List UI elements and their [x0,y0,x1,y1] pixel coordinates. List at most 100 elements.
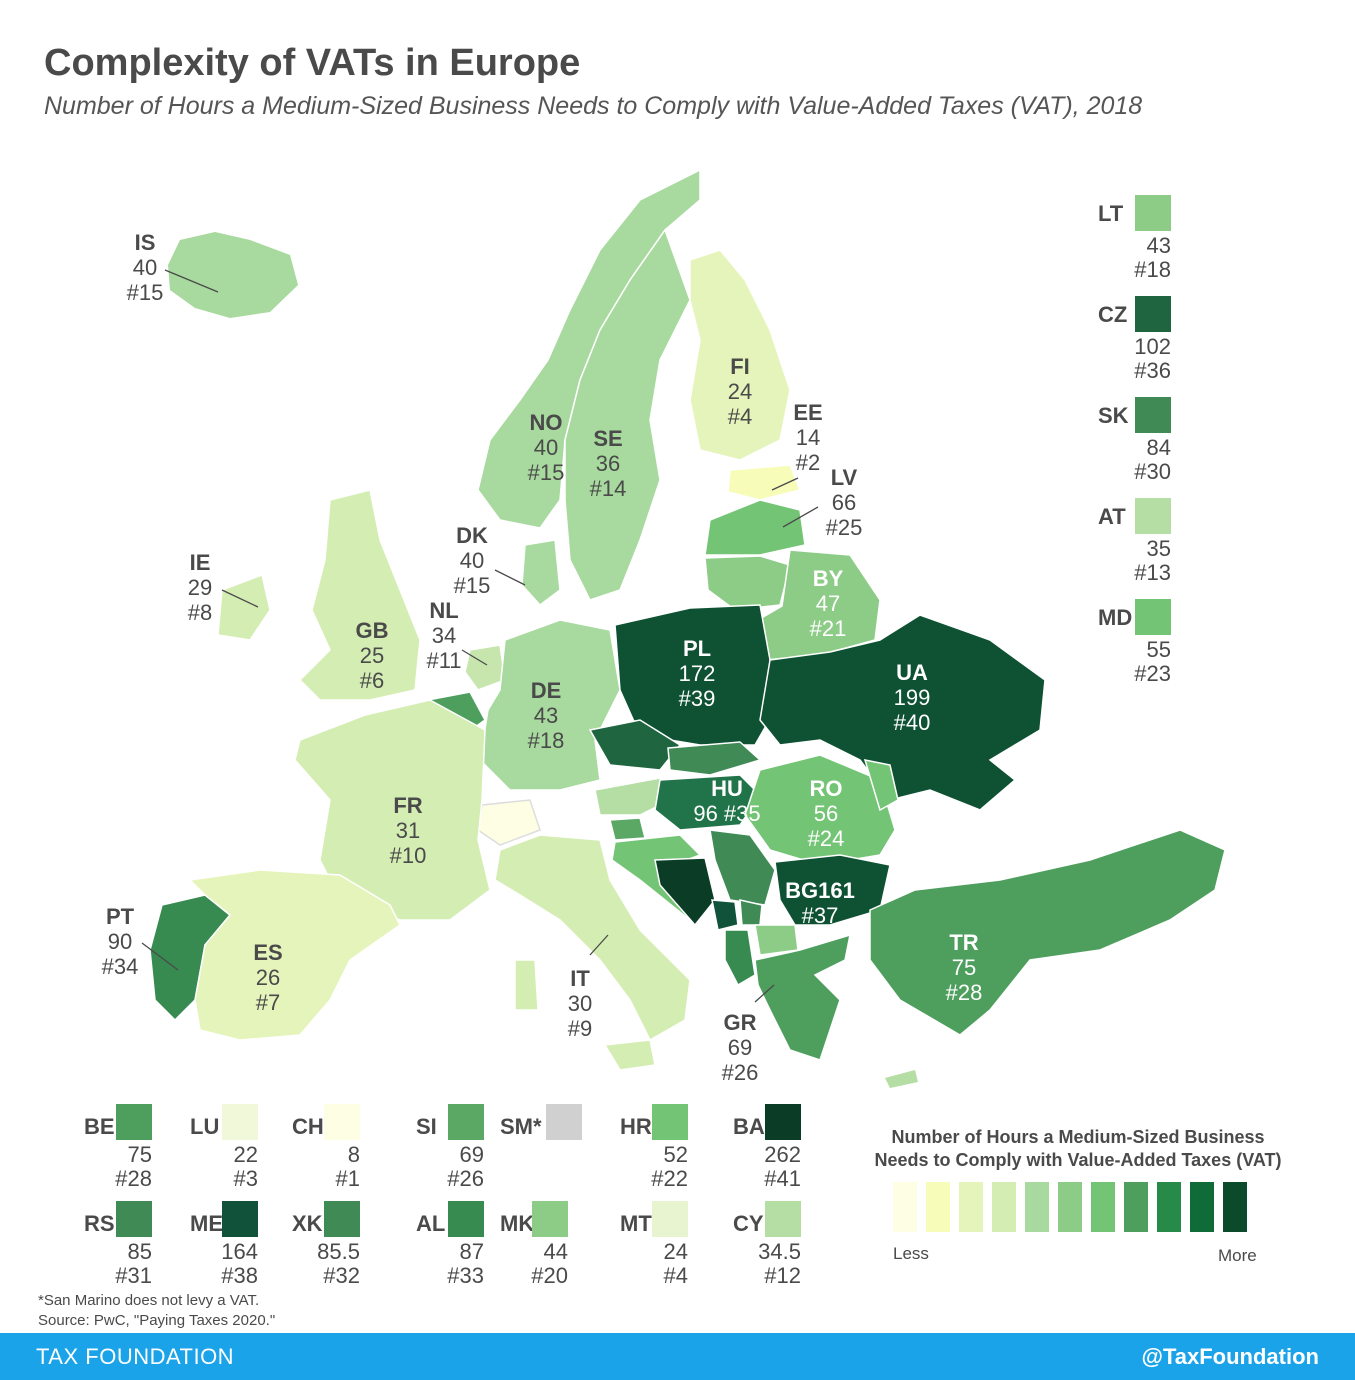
map-label-ua-val: 199 [894,685,931,710]
legend-swatch [1135,195,1171,231]
map-label-ua-code: UA [896,660,928,685]
country-es[interactable] [188,869,401,1041]
map-label-tr-code: TR [949,930,978,955]
country-ba[interactable] [654,857,716,927]
map-label-hu-val: 96 #35 [693,801,760,826]
map-label-ro-code: RO [810,776,843,801]
legend-swatch [1135,599,1171,635]
country-mk[interactable] [754,924,799,956]
scale-step-3 [959,1182,983,1232]
legend-code: MD [1098,605,1133,630]
map-label-pl-code: PL [683,636,711,661]
country-ie[interactable] [217,573,271,641]
country-rs[interactable] [709,829,776,906]
country-lv[interactable] [704,499,806,556]
country-dk[interactable] [521,539,561,607]
country-tr[interactable] [869,829,1226,1036]
map-label-de-val: 43 [534,703,558,728]
map-label-nl-rank: #11 [426,648,461,673]
legend-code: LU [190,1114,220,1139]
country-md[interactable] [863,759,899,812]
legend-value: 262 [764,1142,801,1167]
map-label-lv-val: 66 [832,490,856,515]
legend-swatch [116,1201,152,1237]
map-label-fr-val: 31 [396,818,420,843]
map-label-pl-val: 172 [679,661,716,686]
legend-swatch [765,1201,801,1237]
map-label-ro: RO 56 #24 [808,776,845,851]
color-scale [893,1182,1247,1232]
page-subtitle: Number of Hours a Medium-Sized Business … [44,92,1143,120]
country-si[interactable] [609,817,646,841]
map-label-gr-code: GR [724,1010,757,1035]
country-gb[interactable] [298,489,421,701]
map-label-se-val: 36 [596,451,620,476]
country-ro[interactable] [744,754,896,866]
country-ee[interactable] [727,464,802,501]
map-label-by-rank: #21 [810,616,847,641]
map-label-it: IT 30 #9 [568,966,592,1041]
map-label-ie-rank: #8 [188,600,212,625]
country-al[interactable] [724,929,756,987]
map-label-no-rank: #15 [528,460,565,485]
legend-swatch [116,1104,152,1140]
legend-code: CY [733,1211,764,1236]
country-fr[interactable] [294,699,491,921]
legend-code: HR [620,1114,652,1139]
legend-swatch [1135,296,1171,332]
legend-swatch [1135,397,1171,433]
country-me[interactable] [711,899,739,931]
footer-handle[interactable]: @TaxFoundation [1141,1344,1319,1369]
map-label-gb-code: GB [356,618,389,643]
country-gr[interactable] [754,933,851,1061]
map-label-ee-rank: #2 [796,450,820,475]
map-label-ro-rank: #24 [808,826,845,851]
legend-rank: #36 [1134,358,1171,383]
map-label-se: SE 36 #14 [590,426,627,501]
legend-value: 85 [127,1239,152,1264]
legend-swatch [765,1104,801,1140]
map-label-is-rank: #15 [127,280,164,305]
country-ua[interactable] [759,614,1046,811]
legend-rank: #3 [233,1166,258,1191]
country-it-sicily[interactable] [603,1039,656,1071]
country-cy[interactable] [885,1070,918,1088]
legend-rank: #28 [115,1166,152,1191]
legend-rank: #26 [447,1166,484,1191]
country-nl[interactable] [464,644,506,691]
legend-rank: #1 [335,1166,360,1191]
map-label-dk-rank: #15 [454,573,491,598]
map-label-es-val: 26 [256,965,280,990]
country-se[interactable] [564,228,691,601]
country-is[interactable] [168,232,298,318]
country-it[interactable] [494,834,691,1042]
scale-step-9 [1157,1182,1181,1232]
country-xk[interactable] [739,899,763,926]
leader-lines [141,269,819,1003]
legend-code: BA [733,1114,765,1139]
map-label-es-rank: #7 [256,990,280,1015]
country-bg[interactable] [774,854,891,926]
country-fi[interactable] [689,249,791,461]
country-sk[interactable] [667,741,762,776]
country-de[interactable] [479,619,621,791]
map-label-fi-val: 24 [728,379,752,404]
country-lt[interactable] [704,555,791,611]
map-label-dk: DK 40 #15 [454,523,491,598]
map-label-nl-val: 34 [432,623,456,648]
map-label-lv: LV 66 #25 [826,465,863,540]
country-it-sardinia[interactable] [514,959,539,1011]
map-label-gr-val: 69 [728,1035,752,1060]
map-label-is-val: 40 [133,255,157,280]
map-label-de-rank: #18 [528,728,565,753]
legend-swatch [652,1201,688,1237]
map-label-lv-rank: #25 [826,515,863,540]
map-label-ie-val: 29 [188,575,212,600]
scale-step-8 [1124,1182,1148,1232]
legend-rank: #38 [221,1263,258,1288]
country-hu[interactable] [654,774,761,831]
legend-value: 35 [1146,536,1171,561]
country-pl[interactable] [614,604,776,746]
legend-value: 8 [347,1142,360,1167]
map-label-fr-rank: #10 [390,843,427,868]
